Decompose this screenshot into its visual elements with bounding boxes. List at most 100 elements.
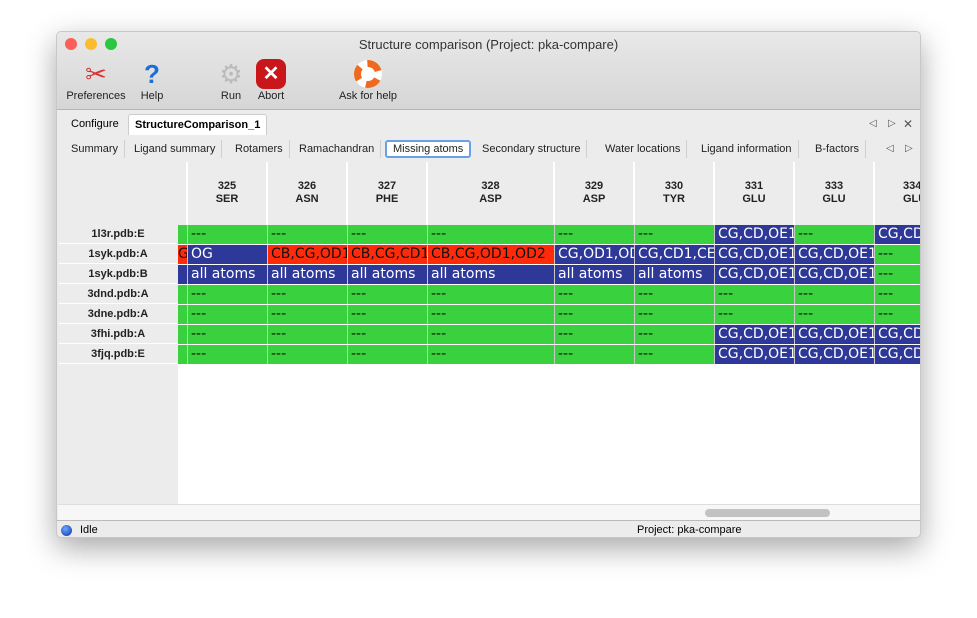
- table-cell[interactable]: all atoms: [268, 265, 348, 284]
- close-tab-icon[interactable]: ✕: [903, 117, 914, 131]
- abort-button[interactable]: ✕ Abort: [253, 58, 289, 102]
- table-cell[interactable]: ---: [555, 345, 635, 364]
- table-cell[interactable]: [178, 265, 188, 284]
- row-header[interactable]: 3dnd.pdb:A: [59, 285, 177, 304]
- table-cell[interactable]: all atoms: [555, 265, 635, 284]
- column-header[interactable]: 334GLU: [875, 162, 920, 225]
- table-cell[interactable]: CG,CD: [875, 325, 920, 344]
- tab-ramachandran[interactable]: Ramachandran: [293, 140, 382, 158]
- table-cell[interactable]: ---: [428, 225, 555, 244]
- table-cell[interactable]: CB,CG,OD1,OD2: [428, 245, 555, 264]
- table-cell[interactable]: ---: [715, 305, 795, 324]
- table-cell[interactable]: CG,CD,OE1: [795, 245, 875, 264]
- tab-scroll-right-icon[interactable]: ▷: [888, 118, 896, 129]
- tab-secondary-structure[interactable]: Secondary structure: [476, 140, 588, 158]
- table-cell[interactable]: ---: [268, 225, 348, 244]
- table-cell[interactable]: ---: [428, 305, 555, 324]
- row-header[interactable]: 1syk.pdb:A: [59, 245, 177, 264]
- table-cell[interactable]: ---: [348, 325, 428, 344]
- table-cell[interactable]: ---: [268, 325, 348, 344]
- table-cell[interactable]: ---: [715, 285, 795, 304]
- table-cell[interactable]: CG,CD: [875, 225, 920, 244]
- tab-ligand-information[interactable]: Ligand information: [695, 140, 799, 158]
- column-header[interactable]: [178, 162, 188, 225]
- table-cell[interactable]: ---: [348, 225, 428, 244]
- table-cell[interactable]: ---: [188, 225, 268, 244]
- table-cell[interactable]: ---: [428, 325, 555, 344]
- table-cell[interactable]: all atoms: [348, 265, 428, 284]
- table-cell[interactable]: ---: [795, 305, 875, 324]
- table-cell[interactable]: ---: [188, 305, 268, 324]
- table-cell[interactable]: ---: [188, 345, 268, 364]
- table-cell[interactable]: all atoms: [188, 265, 268, 284]
- table-cell[interactable]: ---: [795, 225, 875, 244]
- preferences-button[interactable]: ✂ Preferences: [63, 58, 129, 103]
- tab-b-factors[interactable]: B-factors: [809, 140, 867, 158]
- table-cell[interactable]: all atoms: [428, 265, 555, 284]
- table-cell[interactable]: ---: [268, 305, 348, 324]
- column-header[interactable]: 326 ASN: [268, 162, 348, 225]
- table-cell[interactable]: ---: [555, 305, 635, 324]
- table-cell[interactable]: ---: [635, 325, 715, 344]
- table-cell[interactable]: ---: [268, 345, 348, 364]
- table-cell[interactable]: ---: [188, 285, 268, 304]
- tab-scroll-left-icon[interactable]: ◁: [869, 118, 877, 129]
- table-cell[interactable]: ---: [875, 285, 920, 304]
- table-cell[interactable]: CB,CG,OD1: [268, 245, 348, 264]
- tab-water-locations[interactable]: Water locations: [599, 140, 688, 158]
- table-cell[interactable]: CG,CD,OE1: [795, 345, 875, 364]
- tab-rotamers[interactable]: Rotamers: [229, 140, 290, 158]
- table-cell[interactable]: ---: [635, 305, 715, 324]
- column-header[interactable]: 329 ASP: [555, 162, 635, 225]
- table-cell[interactable]: ---: [348, 305, 428, 324]
- minimize-window-button[interactable]: [85, 38, 97, 50]
- table-cell[interactable]: [178, 325, 188, 344]
- tab-summary[interactable]: Summary: [65, 140, 126, 158]
- ask-for-help-button[interactable]: Ask for help: [333, 58, 403, 102]
- column-header[interactable]: 330 TYR: [635, 162, 715, 225]
- column-header[interactable]: 331 GLU: [715, 162, 795, 225]
- help-button[interactable]: ? Help: [135, 58, 169, 103]
- table-cell[interactable]: ---: [268, 285, 348, 304]
- table-cell[interactable]: CG,CD1,CE: [635, 245, 715, 264]
- tab-ligand-summary[interactable]: Ligand summary: [128, 140, 223, 158]
- inner-tab-scroll-left-icon[interactable]: ◁: [886, 143, 894, 154]
- column-header[interactable]: 325 SER: [188, 162, 268, 225]
- column-header[interactable]: 328 ASP: [428, 162, 555, 225]
- row-header[interactable]: 1l3r.pdb:E: [59, 225, 177, 244]
- table-cell[interactable]: ---: [635, 285, 715, 304]
- table-cell[interactable]: CG,CD,OE1: [795, 325, 875, 344]
- table-cell[interactable]: CG,CD,OE1: [715, 225, 795, 244]
- tab-structurecomparison-1[interactable]: StructureComparison_1: [128, 114, 268, 135]
- table-cell[interactable]: G: [178, 245, 188, 264]
- table-cell[interactable]: CG,CD,OE1: [795, 265, 875, 284]
- column-header[interactable]: 333 GLU: [795, 162, 875, 225]
- table-cell[interactable]: ---: [188, 325, 268, 344]
- inner-tab-scroll-right-icon[interactable]: ▷: [905, 143, 913, 154]
- table-cell[interactable]: all atoms: [635, 265, 715, 284]
- table-cell[interactable]: ---: [795, 285, 875, 304]
- row-header[interactable]: 3dne.pdb:A: [59, 305, 177, 324]
- table-cell[interactable]: CG,CD,OE1: [715, 325, 795, 344]
- column-header[interactable]: 327 PHE: [348, 162, 428, 225]
- table-cell[interactable]: ---: [635, 225, 715, 244]
- row-header[interactable]: 3fjq.pdb:E: [59, 345, 177, 364]
- table-cell[interactable]: [178, 345, 188, 364]
- table-cell[interactable]: [178, 225, 188, 244]
- table-cell[interactable]: ---: [875, 265, 920, 284]
- table-cell[interactable]: CG,CD,OE1: [715, 245, 795, 264]
- tab-configure[interactable]: Configure: [71, 118, 119, 130]
- table-cell[interactable]: CG,CD,OE1: [715, 265, 795, 284]
- table-cell[interactable]: ---: [555, 285, 635, 304]
- table-cell[interactable]: CG,CD: [875, 345, 920, 364]
- table-cell[interactable]: ---: [428, 285, 555, 304]
- zoom-window-button[interactable]: [105, 38, 117, 50]
- horizontal-scrollbar[interactable]: [58, 504, 920, 520]
- table-cell[interactable]: ---: [348, 345, 428, 364]
- table-cell[interactable]: [178, 285, 188, 304]
- row-header[interactable]: 3fhi.pdb:A: [59, 325, 177, 344]
- table-cell[interactable]: ---: [555, 325, 635, 344]
- table-cell[interactable]: CG,CD,OE1: [715, 345, 795, 364]
- close-window-button[interactable]: [65, 38, 77, 50]
- table-cell[interactable]: ---: [875, 245, 920, 264]
